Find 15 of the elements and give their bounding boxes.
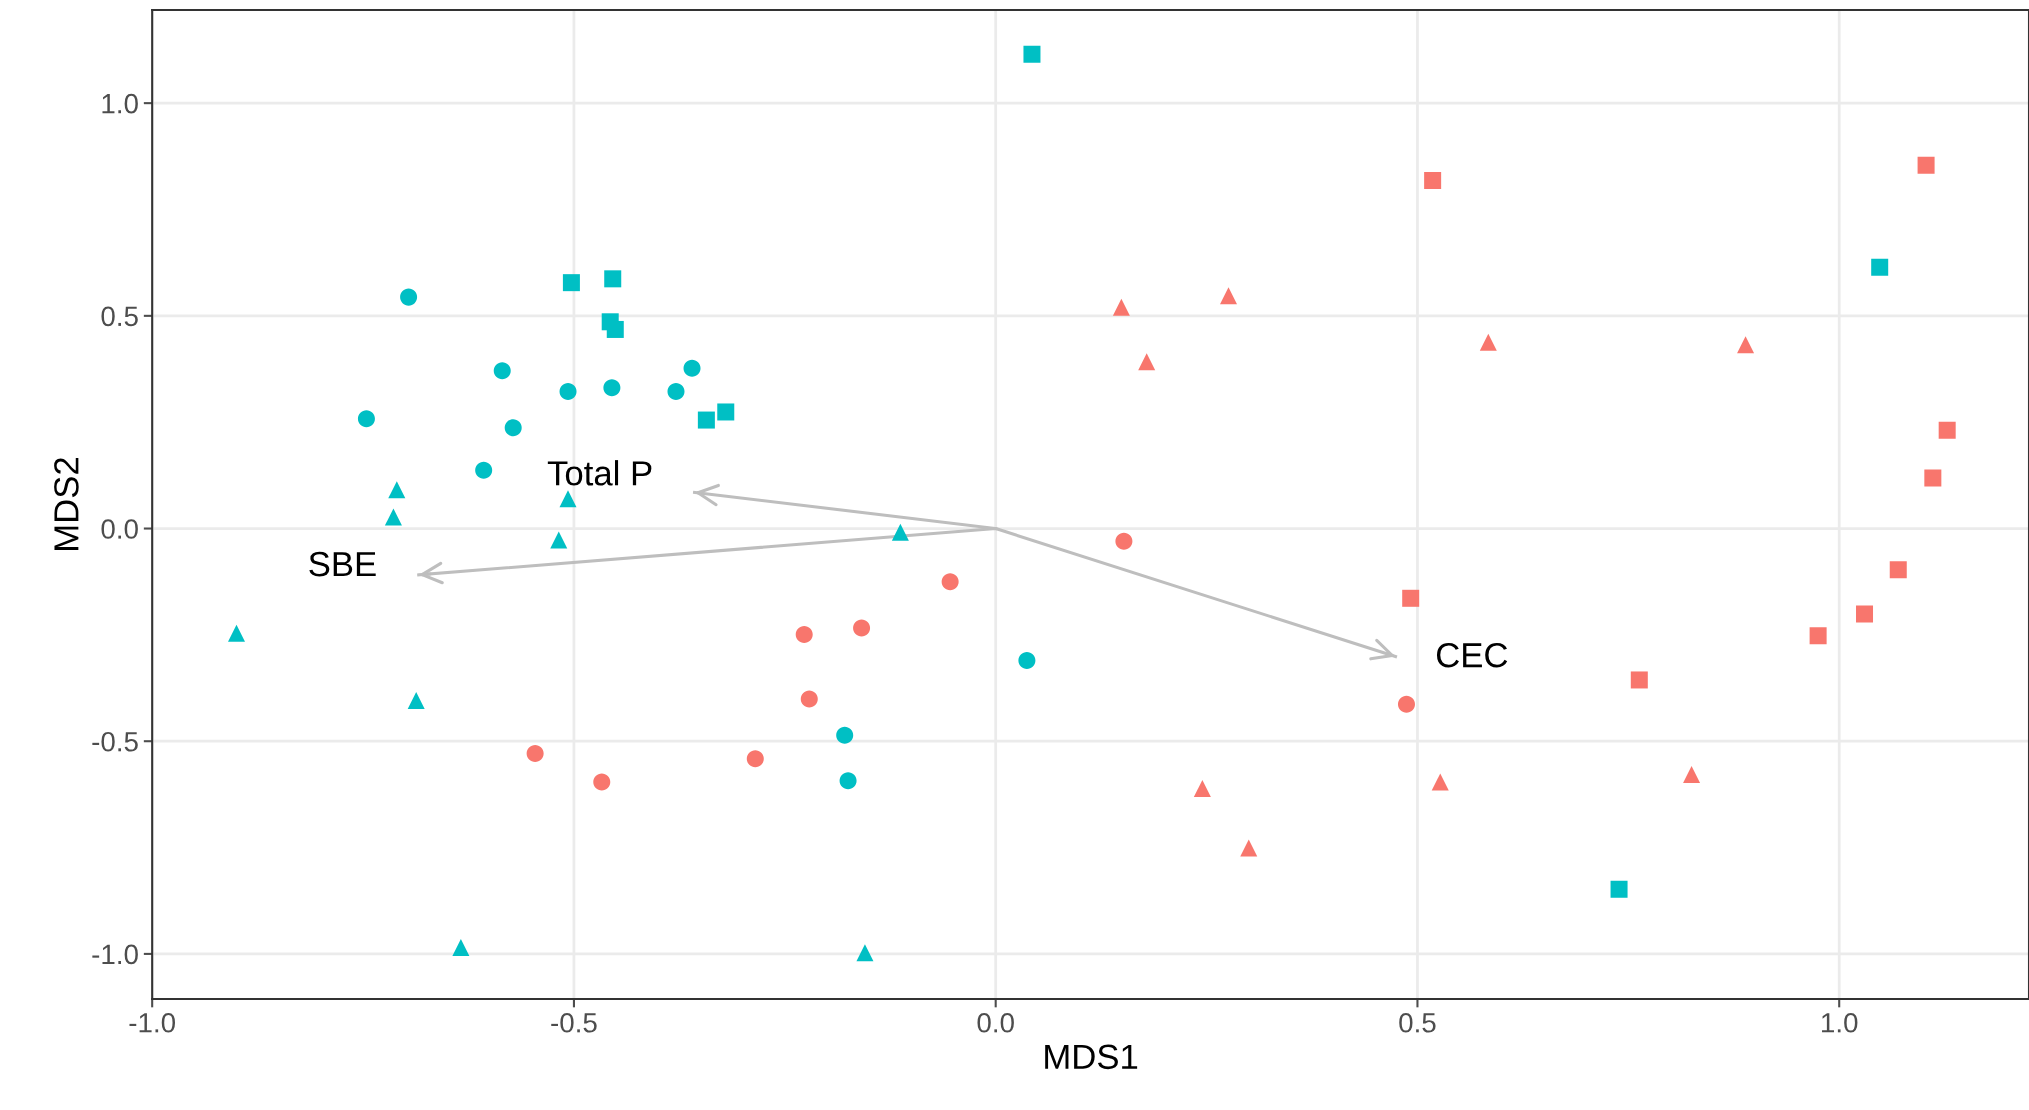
x-tick-label: 0.0	[977, 1012, 1014, 1033]
x-tick-label: -1.0	[129, 1012, 176, 1033]
x-axis-title: MDS1	[1045, 1044, 1138, 1070]
y-axis-title: MDS2	[54, 458, 79, 550]
y-tick-label: 1.0	[102, 93, 138, 114]
annotation: Total P	[547, 460, 652, 486]
x-tick-label: -0.5	[551, 1012, 597, 1033]
y-tick-label: 0.5	[101, 306, 138, 327]
y-tick-label: -0.5	[92, 731, 138, 752]
annotation: SBE	[309, 551, 376, 577]
annotation: CEC	[1436, 642, 1508, 668]
y-tick-label: 0.0	[101, 519, 138, 539]
y-tick-label: -1.0	[92, 944, 138, 965]
x-tick-label: 1.0	[1822, 1012, 1858, 1033]
x-tick-label: 0.5	[1399, 1012, 1436, 1033]
